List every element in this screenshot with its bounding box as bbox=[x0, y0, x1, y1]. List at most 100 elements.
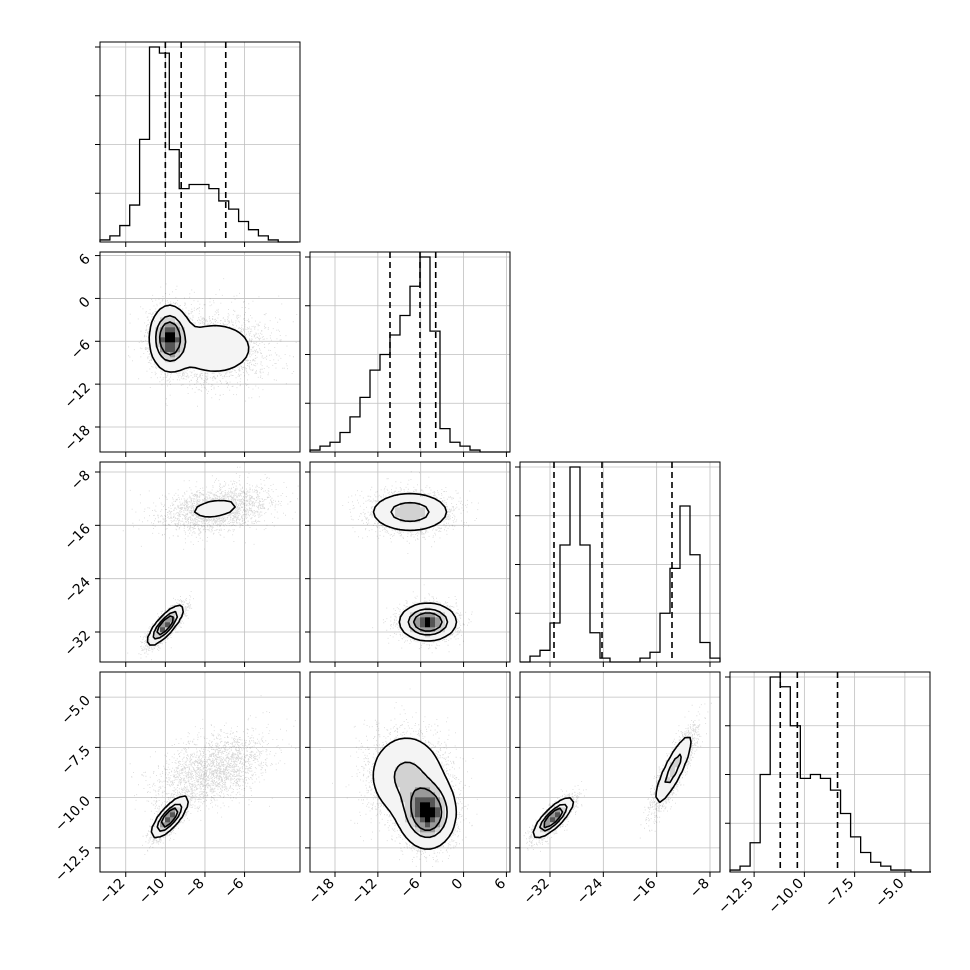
density-cell bbox=[540, 822, 546, 828]
density-cell bbox=[180, 352, 186, 358]
density-cell bbox=[410, 757, 416, 763]
density-cell bbox=[220, 507, 226, 513]
density-cell bbox=[415, 817, 421, 823]
density-cell bbox=[685, 752, 691, 758]
density-cell bbox=[400, 772, 406, 778]
density-cell bbox=[180, 362, 186, 368]
x-tick-label: 6 bbox=[492, 875, 510, 893]
density-cell bbox=[215, 507, 221, 513]
x-tick-label: −12 bbox=[348, 876, 380, 908]
density-cell bbox=[385, 517, 391, 523]
density-cell bbox=[385, 497, 391, 503]
density-cell bbox=[415, 622, 421, 628]
density-cell bbox=[430, 767, 436, 773]
density-cell bbox=[375, 762, 381, 768]
density-cell bbox=[175, 337, 181, 343]
density-cell bbox=[545, 817, 551, 823]
density-cell bbox=[185, 337, 191, 343]
density-cell bbox=[405, 752, 411, 758]
density-cell bbox=[400, 747, 406, 753]
density-cell bbox=[215, 337, 221, 343]
density-cell bbox=[235, 342, 241, 348]
density-cell bbox=[220, 337, 226, 343]
density-cell bbox=[170, 327, 176, 333]
density-cell bbox=[415, 502, 421, 508]
density-cell bbox=[670, 777, 676, 783]
density-cell bbox=[440, 837, 446, 843]
density-cell bbox=[405, 812, 411, 818]
density-cell bbox=[205, 347, 211, 353]
density-cell bbox=[230, 342, 236, 348]
panel-frame bbox=[99, 41, 301, 243]
density-cell bbox=[185, 352, 191, 358]
density-cell bbox=[170, 812, 176, 818]
density-cell bbox=[390, 767, 396, 773]
density-cell bbox=[425, 802, 431, 808]
y-tick-label: −18 bbox=[62, 423, 94, 455]
density-cell bbox=[405, 772, 411, 778]
density-cell bbox=[675, 747, 681, 753]
density-cell bbox=[170, 612, 176, 618]
density-cell bbox=[445, 627, 451, 633]
density-cell bbox=[200, 512, 206, 518]
density-cell bbox=[155, 632, 161, 638]
joint-panel-2-1 bbox=[305, 461, 511, 667]
density-cell bbox=[660, 787, 666, 793]
density-cell bbox=[435, 617, 441, 623]
density-cell bbox=[185, 357, 191, 363]
density-cell bbox=[150, 332, 156, 338]
density-cell bbox=[170, 342, 176, 348]
density-cell bbox=[415, 837, 421, 843]
density-cell bbox=[545, 822, 551, 828]
density-cell bbox=[420, 752, 426, 758]
histogram-panel-2 bbox=[515, 461, 721, 667]
histogram-bin bbox=[159, 53, 169, 242]
density-cell bbox=[180, 347, 186, 353]
density-cell bbox=[175, 807, 181, 813]
density-cell bbox=[660, 792, 666, 798]
density-cell bbox=[420, 622, 426, 628]
density-cell bbox=[190, 357, 196, 363]
density-cell bbox=[555, 822, 561, 828]
density-cell bbox=[155, 332, 161, 338]
density-cell bbox=[195, 357, 201, 363]
density-cell bbox=[670, 757, 676, 763]
x-tick-label: −24 bbox=[574, 875, 606, 907]
density-cell bbox=[230, 362, 236, 368]
joint-panel-3-0: −12 −10 −8 −6 −12.5 −10.0 −7.5 −5.0 bbox=[52, 671, 301, 908]
density-cell bbox=[410, 822, 416, 828]
density-cell bbox=[435, 832, 441, 838]
density-cell bbox=[150, 352, 156, 358]
x-tick-label: −10.0 bbox=[766, 876, 808, 918]
density-cell bbox=[205, 502, 211, 508]
density-cell bbox=[235, 337, 241, 343]
density-cell bbox=[415, 812, 421, 818]
density-cell bbox=[410, 752, 416, 758]
histogram-bin bbox=[530, 656, 540, 662]
density-cell bbox=[410, 522, 416, 528]
histogram-bin bbox=[219, 201, 229, 242]
density-cell bbox=[410, 807, 416, 813]
density-cell bbox=[385, 522, 391, 528]
density-cell bbox=[400, 807, 406, 813]
density-cell bbox=[175, 612, 181, 618]
density-cell bbox=[160, 627, 166, 633]
density-cell bbox=[420, 497, 426, 503]
density-cell bbox=[190, 337, 196, 343]
density-cell bbox=[410, 617, 416, 623]
x-tick-label: −6 bbox=[398, 875, 424, 901]
density-cell bbox=[430, 777, 436, 783]
density-cell bbox=[400, 757, 406, 763]
density-cell bbox=[435, 512, 441, 518]
density-cell bbox=[165, 312, 171, 318]
density-cell bbox=[180, 797, 186, 803]
density-cell bbox=[190, 352, 196, 358]
density-cell bbox=[440, 777, 446, 783]
panel-frame bbox=[519, 461, 721, 663]
density-cell bbox=[395, 762, 401, 768]
histogram-bin bbox=[169, 150, 179, 242]
density-cell bbox=[240, 342, 246, 348]
density-cell bbox=[380, 772, 386, 778]
density-cell bbox=[430, 602, 436, 608]
density-cell bbox=[430, 837, 436, 843]
